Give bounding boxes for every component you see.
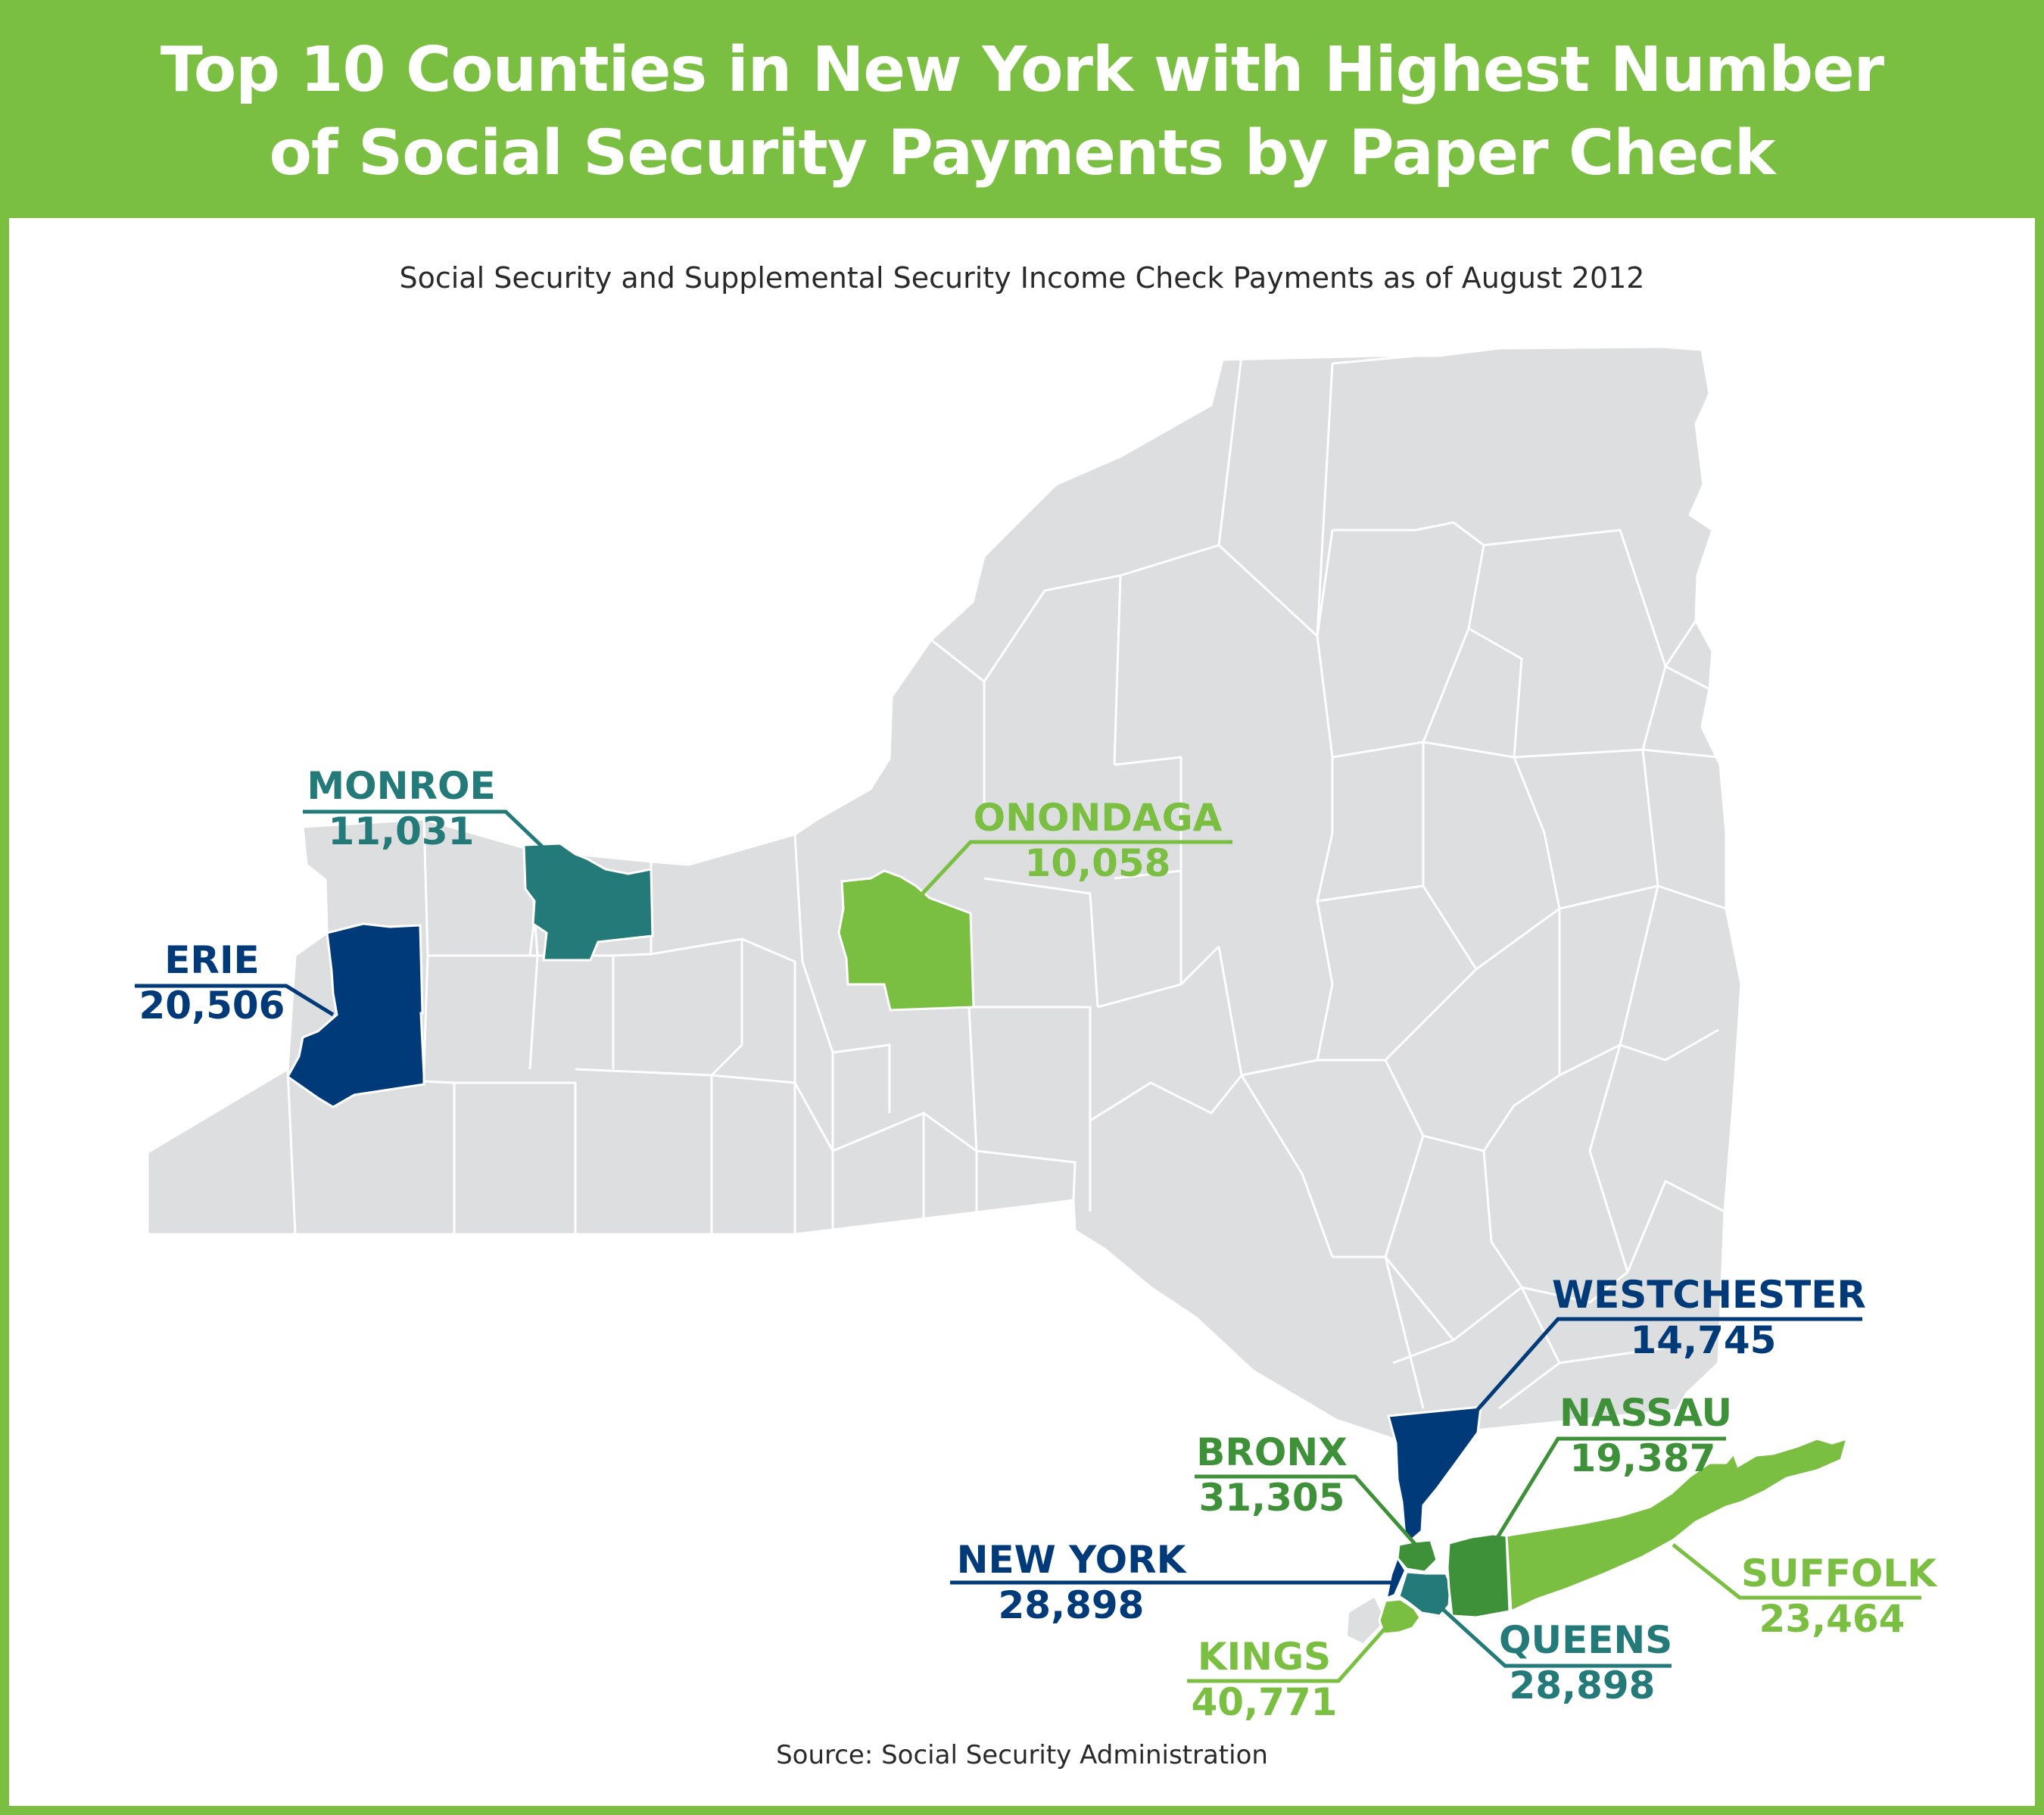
kings-county-shape [1378,1598,1422,1636]
county-name: ERIE [164,938,260,982]
nassau-county-shape [1446,1533,1511,1619]
county-name: ONONDAGA [973,796,1223,840]
title-line-2: of Social Security Payments by Paper Che… [269,117,1776,189]
county-value: 23,464 [1759,1597,1905,1641]
bronx-leader-line [1195,1474,1417,1546]
westchester-label: WESTCHESTER 14,745 [1552,1272,1866,1363]
county-boundaries [146,347,1727,1410]
county-name: WESTCHESTER [1552,1273,1866,1317]
bronx-label: BRONX 31,305 [1196,1430,1348,1520]
county-value: 19,387 [1569,1436,1716,1480]
richmond-county-shape [1348,1598,1385,1643]
county-value: 14,745 [1630,1318,1777,1362]
county-name: KINGS [1197,1635,1332,1679]
erie-label: ERIE 20,506 [136,937,288,1028]
highlighted-counties [286,842,1849,1636]
county-value: 20,506 [139,984,285,1028]
state-base [146,345,1743,1643]
new-york-state-shape [146,345,1743,1440]
county-name: SUFFOLK [1741,1551,1937,1595]
kings-label: KINGS 40,771 [1189,1634,1340,1725]
page-title: Top 10 Counties in New York with Highest… [76,29,1968,195]
suffolk-leader-line [1672,1543,1921,1600]
nassau-label: NASSAU 19,387 [1559,1390,1733,1481]
erie-leader-line [135,984,335,1017]
county-value: 28,898 [998,1583,1145,1627]
source-note: Source: Social Security Administration [776,1740,1268,1770]
county-name: QUEENS [1499,1618,1673,1662]
monroe-leader-line [303,809,577,880]
county-name: BRONX [1196,1430,1348,1474]
suffolk-county-shape [1505,1436,1849,1614]
county-value: 28,898 [1509,1664,1656,1707]
new-york-label: NEW YORK 28,898 [946,1537,1196,1628]
nassau-leader-line [1482,1436,1726,1561]
onondaga-leader-line [907,840,1232,910]
queens-label: QUEENS 28,898 [1499,1617,1673,1708]
title-line-1: Top 10 Counties in New York with Highest… [160,34,1884,106]
county-name: NEW YORK [956,1538,1186,1582]
new-york-county-shape [1385,1556,1407,1599]
county-value: 11,031 [328,809,475,853]
county-value: 31,305 [1198,1476,1345,1520]
county-value: 10,058 [1024,841,1171,885]
monroe-county-shape [522,842,654,962]
suffolk-label: SUFFOLK 23,464 [1741,1551,1937,1642]
leader-lines [135,809,1921,1683]
county-name: MONROE [307,764,496,808]
kings-leader-line [1187,1626,1387,1683]
onondaga-county-shape [837,869,975,1012]
queens-leader-line [1437,1604,1672,1668]
subtitle: Social Security and Supplemental Securit… [399,261,1645,295]
onondaga-label: ONONDAGA 10,058 [969,795,1226,886]
westchester-leader-line [1437,1317,1862,1455]
erie-county-shape [286,922,425,1109]
county-name: NASSAU [1559,1391,1733,1435]
monroe-label: MONROE 11,031 [303,763,500,854]
title-banner: Top 10 Counties in New York with Highest… [0,0,2044,218]
westchester-county-shape [1387,1405,1482,1542]
county-value: 40,771 [1191,1680,1338,1724]
